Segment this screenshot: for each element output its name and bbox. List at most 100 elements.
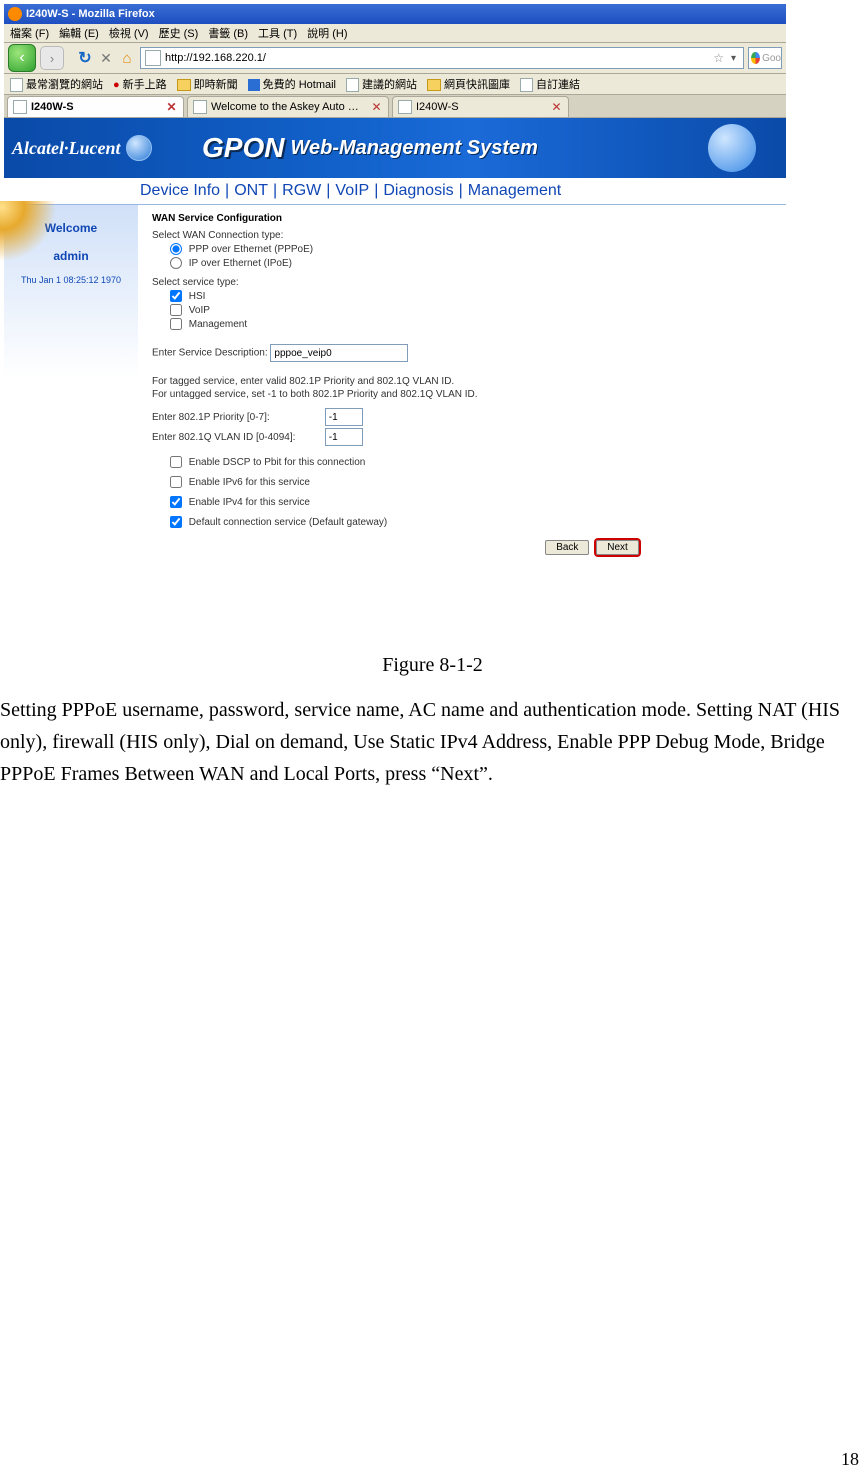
firefox-icon <box>8 7 22 21</box>
radio-pppoe-label: PPP over Ethernet (PPPoE) <box>189 244 313 255</box>
checkbox-default-gateway-label: Default connection service (Default gate… <box>189 517 387 528</box>
bookmark-item[interactable]: 自訂連結 <box>520 76 580 92</box>
radio-pppoe[interactable]: PPP over Ethernet (PPPoE) <box>170 244 313 255</box>
sidebar-burst-icon <box>0 201 74 261</box>
banner-title-gpon: GPON <box>202 132 284 164</box>
checkbox-hsi-input[interactable] <box>170 290 182 302</box>
tag-help-2: For untagged service, set -1 to both 802… <box>152 389 772 400</box>
checkbox-dscp-label: Enable DSCP to Pbit for this connection <box>189 457 366 468</box>
label-8021p: Enter 802.1P Priority [0-7]: <box>152 412 322 423</box>
input-8021q[interactable] <box>325 428 363 446</box>
tab-icon <box>13 100 27 114</box>
menu-bookmarks[interactable]: 書籤 (B) <box>208 25 248 41</box>
home-icon[interactable]: ⌂ <box>118 49 136 67</box>
search-box[interactable]: Goo <box>748 47 782 69</box>
logo-orb-icon <box>126 135 152 161</box>
browser-tabs: I240W-S ✕ Welcome to the Askey Auto Conf… <box>4 95 786 118</box>
bookmark-item[interactable]: 免費的 Hotmail <box>248 76 336 92</box>
search-placeholder: Goo <box>762 53 781 64</box>
gpon-banner: Alcatel·Lucent GPON Web-Management Syste… <box>4 118 786 178</box>
radio-ipoe-label: IP over Ethernet (IPoE) <box>189 258 292 269</box>
browser-tab[interactable]: Welcome to the Askey Auto Configurat… ✕ <box>187 96 389 117</box>
figure-caption: Figure 8-1-2 <box>0 654 865 677</box>
bookmark-item[interactable]: 最常瀏覽的網站 <box>10 76 103 92</box>
nav-voip[interactable]: VoIP <box>333 182 371 200</box>
label-service-desc: Enter Service Description: <box>152 348 268 359</box>
browser-tab[interactable]: I240W-S ✕ <box>392 96 569 117</box>
menu-help[interactable]: 說明 (H) <box>307 25 347 41</box>
back-button[interactable]: Back <box>545 540 589 555</box>
tab-close-icon[interactable]: ✕ <box>165 101 178 114</box>
url-text: http://192.168.220.1/ <box>165 52 266 64</box>
forward-button[interactable]: › <box>40 46 64 70</box>
tab-close-icon[interactable]: ✕ <box>370 101 383 114</box>
checkbox-voip-input[interactable] <box>170 304 182 316</box>
checkbox-ipv4-label: Enable IPv4 for this service <box>189 497 310 508</box>
checkbox-ipv6[interactable]: Enable IPv6 for this service <box>170 477 310 488</box>
globe-icon <box>708 124 756 172</box>
menu-tools[interactable]: 工具 (T) <box>258 25 297 41</box>
radio-pppoe-input[interactable] <box>170 243 182 255</box>
top-nav: Device Info| ONT| RGW| VoIP| Diagnosis| … <box>4 178 786 205</box>
menu-edit[interactable]: 編輯 (E) <box>59 25 99 41</box>
menu-file[interactable]: 檔案 (F) <box>10 25 49 41</box>
checkbox-management-input[interactable] <box>170 318 182 330</box>
input-8021p[interactable] <box>325 408 363 426</box>
nav-ont[interactable]: ONT <box>232 182 270 200</box>
nav-diagnosis[interactable]: Diagnosis <box>381 182 455 200</box>
tab-label: Welcome to the Askey Auto Configurat… <box>211 101 366 113</box>
radio-ipoe-input[interactable] <box>170 257 182 269</box>
main-panel: WAN Service Configuration Select WAN Con… <box>138 205 786 637</box>
tab-icon <box>398 100 412 114</box>
tab-icon <box>193 100 207 114</box>
checkbox-hsi[interactable]: HSI <box>170 291 205 302</box>
bookmark-item[interactable]: 即時新聞 <box>177 76 238 92</box>
label-8021q: Enter 802.1Q VLAN ID [0-4094]: <box>152 432 322 443</box>
firefox-screenshot: I240W-S - Mozilla Firefox 檔案 (F) 編輯 (E) … <box>4 4 786 634</box>
back-button[interactable]: ‹ <box>8 44 36 72</box>
banner-title-wms: Web-Management System <box>290 137 537 160</box>
checkbox-dscp[interactable]: Enable DSCP to Pbit for this connection <box>170 457 365 468</box>
sidebar: Welcome admin Thu Jan 1 08:25:12 1970 <box>4 205 138 637</box>
label-service-type: Select service type: <box>152 277 772 288</box>
next-button[interactable]: Next <box>596 540 639 555</box>
reload-icon[interactable]: ↻ <box>76 49 94 67</box>
bookmark-item[interactable]: 網頁快訊圖庫 <box>427 76 510 92</box>
radio-ipoe[interactable]: IP over Ethernet (IPoE) <box>170 258 292 269</box>
checkbox-default-gateway[interactable]: Default connection service (Default gate… <box>170 517 387 528</box>
form-title: WAN Service Configuration <box>152 213 772 224</box>
nav-management[interactable]: Management <box>466 182 563 200</box>
checkbox-default-gateway-input[interactable] <box>170 516 182 528</box>
bookmark-star-icon[interactable]: ☆ <box>713 51 724 65</box>
tab-close-icon[interactable]: ✕ <box>550 101 563 114</box>
nav-rgw[interactable]: RGW <box>280 182 323 200</box>
menu-view[interactable]: 檢視 (V) <box>109 25 149 41</box>
checkbox-voip[interactable]: VoIP <box>170 305 210 316</box>
page-number: 18 <box>841 1449 859 1470</box>
checkbox-dscp-input[interactable] <box>170 456 182 468</box>
checkbox-ipv6-input[interactable] <box>170 476 182 488</box>
stop-icon[interactable]: ✕ <box>98 50 114 66</box>
firefox-menubar: 檔案 (F) 編輯 (E) 檢視 (V) 歷史 (S) 書籤 (B) 工具 (T… <box>4 24 786 43</box>
checkbox-hsi-label: HSI <box>189 291 206 302</box>
content-body: Welcome admin Thu Jan 1 08:25:12 1970 WA… <box>4 205 786 637</box>
checkbox-ipv4-input[interactable] <box>170 496 182 508</box>
browser-tab[interactable]: I240W-S ✕ <box>7 96 184 117</box>
menu-history[interactable]: 歷史 (S) <box>159 25 199 41</box>
checkbox-management[interactable]: Management <box>170 319 247 330</box>
bookmark-item[interactable]: ●新手上路 <box>113 76 167 92</box>
body-paragraph: Setting PPPoE username, password, servic… <box>0 694 846 790</box>
label-conn-type: Select WAN Connection type: <box>152 230 772 241</box>
checkbox-ipv4[interactable]: Enable IPv4 for this service <box>170 497 310 508</box>
site-icon <box>145 50 161 66</box>
url-dropdown-icon[interactable]: ▾ <box>728 53 739 64</box>
input-service-desc[interactable] <box>270 344 408 362</box>
bookmark-item[interactable]: 建議的網站 <box>346 76 417 92</box>
firefox-toolbar: ‹ › ↻ ✕ ⌂ http://192.168.220.1/ ☆ ▾ Goo <box>4 43 786 74</box>
tab-label: I240W-S <box>416 101 546 113</box>
checkbox-ipv6-label: Enable IPv6 for this service <box>189 477 310 488</box>
checkbox-voip-label: VoIP <box>189 305 210 316</box>
nav-device-info[interactable]: Device Info <box>138 182 222 200</box>
url-bar[interactable]: http://192.168.220.1/ ☆ ▾ <box>140 47 744 69</box>
alcatel-lucent-logo: Alcatel·Lucent <box>4 135 182 161</box>
